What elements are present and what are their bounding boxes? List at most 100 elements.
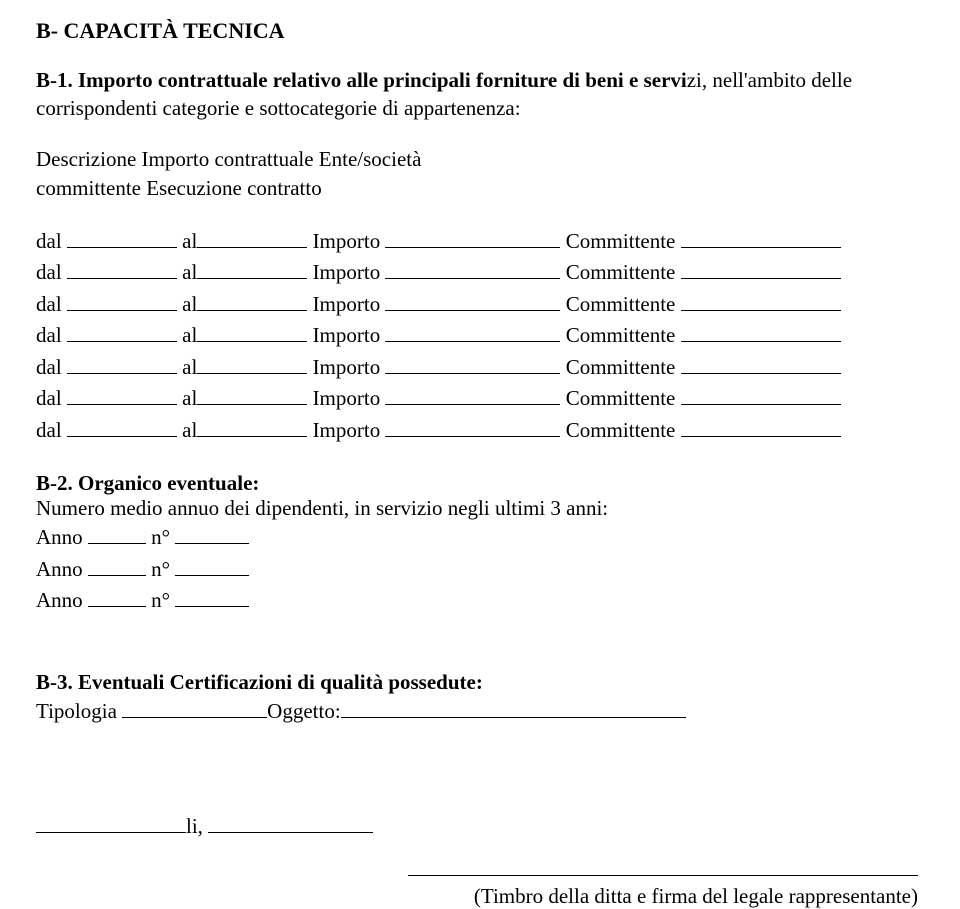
committente-label: Committente: [566, 260, 676, 284]
al-label: al: [182, 418, 197, 442]
dal-label: dal: [36, 386, 62, 410]
importo-label: Importo: [313, 418, 381, 442]
place-blank[interactable]: [36, 810, 186, 833]
al-label: al: [182, 355, 197, 379]
dal-label: dal: [36, 260, 62, 284]
anno-blank[interactable]: [88, 584, 146, 607]
b3-oggetto-blank[interactable]: [341, 695, 686, 718]
dal-blank[interactable]: [67, 382, 177, 405]
dal-blank[interactable]: [67, 414, 177, 437]
b2-anno-row: Anno n°: [36, 521, 924, 552]
signature-line[interactable]: [408, 853, 918, 876]
dal-blank[interactable]: [67, 351, 177, 374]
al-label: al: [182, 260, 197, 284]
n-label: n°: [151, 588, 170, 612]
b2-title: B-2. Organico eventuale:: [36, 471, 259, 495]
al-blank[interactable]: [197, 256, 307, 279]
dal-blank[interactable]: [67, 256, 177, 279]
b1-row: dal al Importo Committente: [36, 288, 924, 319]
b1-row: dal al Importo Committente: [36, 414, 924, 445]
importo-label: Importo: [313, 292, 381, 316]
n-blank[interactable]: [175, 521, 249, 544]
b1-desc-line1: Descrizione Importo contrattuale Ente/so…: [36, 147, 924, 172]
n-label: n°: [151, 557, 170, 581]
importo-blank[interactable]: [385, 225, 560, 248]
document-page: B- CAPACITÀ TECNICA B-1. Importo contrat…: [0, 0, 960, 909]
b1-row: dal al Importo Committente: [36, 382, 924, 413]
dal-blank[interactable]: [67, 319, 177, 342]
committente-label: Committente: [566, 355, 676, 379]
dal-blank[interactable]: [67, 225, 177, 248]
b2-anno-list: Anno n° Anno n° Anno n°: [36, 521, 924, 615]
b1-desc-line2: committente Esecuzione contratto: [36, 176, 924, 201]
committente-label: Committente: [566, 292, 676, 316]
committente-blank[interactable]: [681, 256, 841, 279]
al-blank[interactable]: [197, 382, 307, 405]
dal-blank[interactable]: [67, 288, 177, 311]
b1-intro: B-1. Importo contrattuale relativo alle …: [36, 66, 924, 123]
li-label: li,: [186, 814, 203, 838]
committente-blank[interactable]: [681, 319, 841, 342]
b1-row: dal al Importo Committente: [36, 256, 924, 287]
committente-blank[interactable]: [681, 414, 841, 437]
importo-label: Importo: [313, 229, 381, 253]
dal-label: dal: [36, 229, 62, 253]
n-blank[interactable]: [175, 584, 249, 607]
al-label: al: [182, 229, 197, 253]
b1-row: dal al Importo Committente: [36, 225, 924, 256]
committente-blank[interactable]: [681, 225, 841, 248]
committente-blank[interactable]: [681, 288, 841, 311]
b2-anno-row: Anno n°: [36, 584, 924, 615]
al-blank[interactable]: [197, 351, 307, 374]
committente-label: Committente: [566, 229, 676, 253]
dal-label: dal: [36, 418, 62, 442]
committente-blank[interactable]: [681, 351, 841, 374]
al-label: al: [182, 292, 197, 316]
al-blank[interactable]: [197, 288, 307, 311]
b1-rows: dal al Importo Committente dal al Import…: [36, 225, 924, 445]
n-blank[interactable]: [175, 553, 249, 576]
n-label: n°: [151, 525, 170, 549]
al-label: al: [182, 386, 197, 410]
anno-label: Anno: [36, 557, 83, 581]
al-blank[interactable]: [197, 225, 307, 248]
b1-row: dal al Importo Committente: [36, 319, 924, 350]
al-blank[interactable]: [197, 319, 307, 342]
b3-oggetto-label: Oggetto:: [267, 699, 341, 723]
importo-blank[interactable]: [385, 319, 560, 342]
anno-blank[interactable]: [88, 521, 146, 544]
date-blank[interactable]: [208, 810, 373, 833]
b3-tipologia-label: Tipologia: [36, 699, 117, 723]
b2-anno-row: Anno n°: [36, 553, 924, 584]
dal-label: dal: [36, 292, 62, 316]
b3-title: B-3. Eventuali Certificazioni di qualità…: [36, 670, 924, 695]
committente-blank[interactable]: [681, 382, 841, 405]
importo-label: Importo: [313, 260, 381, 284]
signature-block: [36, 853, 924, 882]
b2-subtitle: Numero medio annuo dei dipendenti, in se…: [36, 496, 924, 521]
b1-lead: B-1. Importo contrattuale relativo alle …: [36, 68, 687, 92]
importo-label: Importo: [313, 355, 381, 379]
importo-label: Importo: [313, 323, 381, 347]
importo-blank[interactable]: [385, 288, 560, 311]
b3-fields: Tipologia Oggetto:: [36, 695, 924, 724]
section-b-heading: B- CAPACITÀ TECNICA: [36, 18, 924, 44]
al-blank[interactable]: [197, 414, 307, 437]
importo-blank[interactable]: [385, 256, 560, 279]
place-date-line: li,: [36, 810, 924, 839]
anno-label: Anno: [36, 588, 83, 612]
b2-section: B-2. Organico eventuale: Numero medio an…: [36, 471, 924, 615]
b3-tipologia-blank[interactable]: [122, 695, 267, 718]
committente-label: Committente: [566, 418, 676, 442]
anno-blank[interactable]: [88, 553, 146, 576]
anno-label: Anno: [36, 525, 83, 549]
importo-blank[interactable]: [385, 414, 560, 437]
committente-label: Committente: [566, 323, 676, 347]
importo-blank[interactable]: [385, 351, 560, 374]
dal-label: dal: [36, 323, 62, 347]
importo-blank[interactable]: [385, 382, 560, 405]
b1-row: dal al Importo Committente: [36, 351, 924, 382]
al-label: al: [182, 323, 197, 347]
signature-caption: (Timbro della ditta e firma del legale r…: [36, 884, 924, 909]
b3-section: B-3. Eventuali Certificazioni di qualità…: [36, 670, 924, 724]
